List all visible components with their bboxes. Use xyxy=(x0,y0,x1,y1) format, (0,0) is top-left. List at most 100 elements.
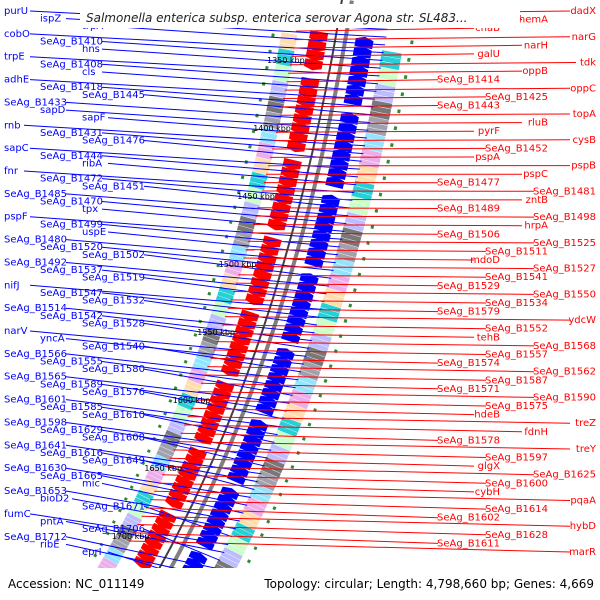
left-stripe-segment xyxy=(330,267,352,278)
right-stripe-segment xyxy=(168,421,186,432)
gene-label-line xyxy=(101,48,381,69)
right-stripe-segment xyxy=(112,538,128,550)
right-stripe-segment xyxy=(131,501,148,512)
left-stripe-segment xyxy=(351,190,372,201)
left-stripe-segment xyxy=(333,257,355,268)
gene-label-line xyxy=(275,130,475,133)
left-stripe-segment xyxy=(227,538,247,552)
reverse-gene-arrow xyxy=(305,48,325,61)
ruler-tick xyxy=(348,303,353,308)
gene-label-line xyxy=(65,399,281,428)
gene-label-line xyxy=(65,101,371,123)
accession-text: Accession: NC_011149 xyxy=(8,577,144,591)
ruler-tick xyxy=(207,291,212,296)
gene-label-line xyxy=(101,475,248,506)
ruler-tick xyxy=(105,531,110,536)
right-stripe-segment xyxy=(265,111,282,120)
ruler-tick xyxy=(141,461,146,466)
ruler-tick xyxy=(253,546,258,551)
ruler-tick xyxy=(123,497,128,501)
forward-gene-arrow xyxy=(213,501,233,515)
left-stripe-segment xyxy=(350,196,371,206)
ruler-tick xyxy=(386,159,390,164)
left-stripe-segment xyxy=(314,321,335,333)
gene-label-line xyxy=(65,193,349,217)
forward-gene-label: SeAg_B1476 xyxy=(82,136,145,147)
gene-label-line xyxy=(292,44,523,49)
gene-label-line xyxy=(143,391,284,420)
forward-gene-label: eprI xyxy=(82,547,102,558)
forward-gene-arrow xyxy=(289,306,309,320)
ruler-tick xyxy=(135,473,140,478)
reverse-gene-label: SeAg_B1614 xyxy=(485,504,548,515)
left-stripe-segment xyxy=(298,369,319,381)
left-stripe-segment xyxy=(304,350,326,362)
gene-label-line xyxy=(271,147,487,150)
right-stripe-segment xyxy=(239,215,257,225)
gene-label-line xyxy=(235,282,439,287)
gene-label-line xyxy=(154,490,571,501)
reverse-gene-label: chaB xyxy=(475,23,500,34)
reverse-gene-arrow xyxy=(184,453,204,467)
gene-label-line xyxy=(191,407,475,416)
reverse-gene-label: rluB xyxy=(528,118,548,129)
gene-label-line xyxy=(250,232,439,235)
gene-label-line xyxy=(210,357,439,364)
ruler-tick xyxy=(248,144,252,149)
ruler-tick xyxy=(374,208,379,213)
right-stripe-segment xyxy=(211,309,228,319)
gene-label-line xyxy=(224,316,571,321)
gene-label-line xyxy=(243,257,475,261)
reverse-gene-label: SeAg_B1481 xyxy=(533,186,596,197)
ruler-tick xyxy=(220,249,225,254)
gene-label-line xyxy=(29,79,375,100)
forward-gene-label: SeAg_B1540 xyxy=(82,341,145,352)
left-stripe-segment xyxy=(308,341,329,353)
right-stripe-segment xyxy=(232,239,250,249)
reverse-gene-label: SeAg_B1489 xyxy=(437,204,500,215)
reverse-gene-label: tehB xyxy=(477,332,500,343)
forward-gene-label: SeAg_B1502 xyxy=(82,250,145,261)
forward-gene-label: SeAg_B1519 xyxy=(82,273,145,284)
reverse-gene-arrow xyxy=(245,293,265,306)
left-stripe-segment xyxy=(362,143,384,153)
reverse-gene-label: pspA xyxy=(475,152,500,163)
left-stripe-segment xyxy=(323,292,345,303)
right-stripe-segment xyxy=(280,32,298,41)
gene-label-line xyxy=(101,429,268,459)
ruler-tick xyxy=(188,346,193,351)
right-stripe-segment xyxy=(124,516,141,528)
right-stripe-segment xyxy=(190,366,208,377)
right-stripe-segment xyxy=(274,64,292,73)
forward-gene-label: SeAg_B1528 xyxy=(82,318,145,329)
forward-gene-arrow xyxy=(337,122,357,135)
forward-gene-label: SeAg_B1480 xyxy=(4,235,67,246)
gene-label-line xyxy=(65,262,330,287)
forward-gene-label: cls xyxy=(82,67,96,78)
right-stripe-segment xyxy=(231,244,249,254)
gene-label-line xyxy=(143,140,362,162)
ruler-tick xyxy=(378,192,383,197)
right-stripe-segment xyxy=(255,151,273,161)
gene-label-line xyxy=(273,139,571,142)
forward-gene-label: SeAg_B1641 xyxy=(4,440,67,451)
reverse-gene-label: pqaA xyxy=(570,496,596,507)
right-stripe-segment xyxy=(172,413,189,424)
left-stripe-segment xyxy=(289,393,311,405)
reverse-gene-arrow xyxy=(292,113,312,126)
reverse-gene-label: galU xyxy=(477,49,500,60)
backbone-line xyxy=(150,0,354,600)
left-stripe-segment xyxy=(344,216,366,227)
reverse-gene-arrow xyxy=(226,348,246,362)
right-stripe-segment xyxy=(220,281,237,291)
gene-label-line xyxy=(143,460,255,490)
reverse-gene-label: fdnH xyxy=(524,427,548,438)
left-stripe-segment xyxy=(235,521,256,535)
ruler-tick xyxy=(193,333,198,337)
reverse-gene-arrow xyxy=(151,522,171,537)
gene-label-line xyxy=(101,201,347,225)
reverse-gene-arrow xyxy=(282,157,302,170)
gene-label-line xyxy=(233,291,535,295)
gene-label-line xyxy=(101,208,345,232)
reverse-gene-label: topA xyxy=(573,109,596,120)
